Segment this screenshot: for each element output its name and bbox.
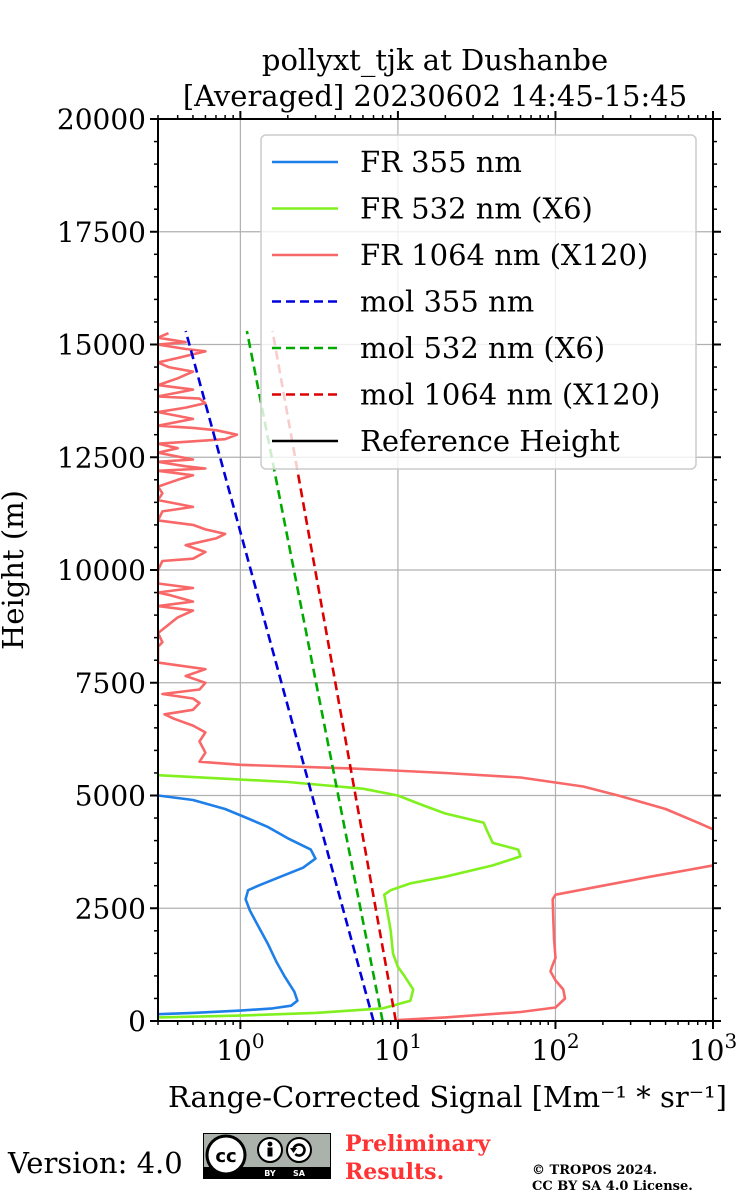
legend-label-6: mol 1064 nm (X120) bbox=[360, 378, 661, 412]
legend-label-5: mol 532 nm (X6) bbox=[360, 331, 605, 365]
series-line-6 bbox=[271, 330, 398, 1021]
chart-title-line2: [Averaged] 20230602 14:45-15:45 bbox=[182, 79, 688, 113]
chart-title-line1: pollyxt_tjk at Dushanbe bbox=[261, 43, 609, 77]
svg-text:cc: cc bbox=[215, 1146, 236, 1167]
x-tick-label: 103 bbox=[689, 1029, 737, 1067]
legend-label-1: FR 355 nm bbox=[360, 145, 522, 179]
legend-label-4: mol 355 nm bbox=[360, 285, 534, 319]
preliminary-line2: Results. bbox=[345, 1159, 445, 1185]
version-label: Version: 4.0 bbox=[8, 1146, 183, 1180]
y-tick-label: 5000 bbox=[75, 780, 146, 813]
copyright-line1: © TROPOS 2024. bbox=[532, 1163, 658, 1178]
legend-box bbox=[260, 134, 697, 470]
x-tick-label: 102 bbox=[531, 1029, 579, 1067]
x-tick-label: 100 bbox=[216, 1029, 264, 1067]
legend-label-7: Reference Height bbox=[360, 424, 620, 458]
preliminary-notice: Preliminary Results. bbox=[345, 1130, 490, 1186]
copyright-notice: © TROPOS 2024. CC BY SA 4.0 License. bbox=[532, 1163, 693, 1195]
y-tick-label: 2500 bbox=[75, 892, 146, 925]
preliminary-line1: Preliminary bbox=[345, 1131, 491, 1157]
y-tick-label: 12500 bbox=[57, 441, 146, 474]
series-line-5 bbox=[245, 330, 384, 1021]
y-tick-label: 7500 bbox=[75, 667, 146, 700]
chart-svg: 0 2500 5000 7500 10000 12500 15000 17500 20000 10… bbox=[0, 103, 737, 1114]
cc-sa-label: SA bbox=[293, 1169, 306, 1178]
x-tick-label: 101 bbox=[374, 1029, 422, 1067]
series-line-1 bbox=[158, 794, 317, 1016]
series-line-4 bbox=[184, 330, 375, 1021]
cc-by-label: BY bbox=[264, 1169, 276, 1178]
legend: FR 355 nm FR 532 nm (X6) FR 1064 nm (X120)… bbox=[260, 134, 697, 470]
legend-label-2: FR 532 nm (X6) bbox=[360, 192, 593, 226]
y-tick-label: 20000 bbox=[57, 103, 146, 136]
x-axis-label: Range-Corrected Signal [Mm⁻¹ * sr⁻¹] bbox=[168, 1080, 727, 1114]
copyright-line2: CC BY SA 4.0 License. bbox=[532, 1179, 693, 1194]
y-tick-label: 17500 bbox=[57, 216, 146, 249]
legend-label-3: FR 1064 nm (X120) bbox=[360, 238, 648, 272]
y-tick-label: 15000 bbox=[57, 329, 146, 362]
series-line-2 bbox=[158, 773, 522, 1019]
y-axis-label: Height (m) bbox=[0, 490, 30, 650]
y-tick-label: 10000 bbox=[57, 554, 146, 587]
series-group bbox=[158, 330, 713, 1021]
cc-by-sa-icon: cc BY SA bbox=[203, 1133, 331, 1179]
series-line-3 bbox=[158, 332, 713, 1021]
y-tick-label: 0 bbox=[128, 1005, 146, 1038]
